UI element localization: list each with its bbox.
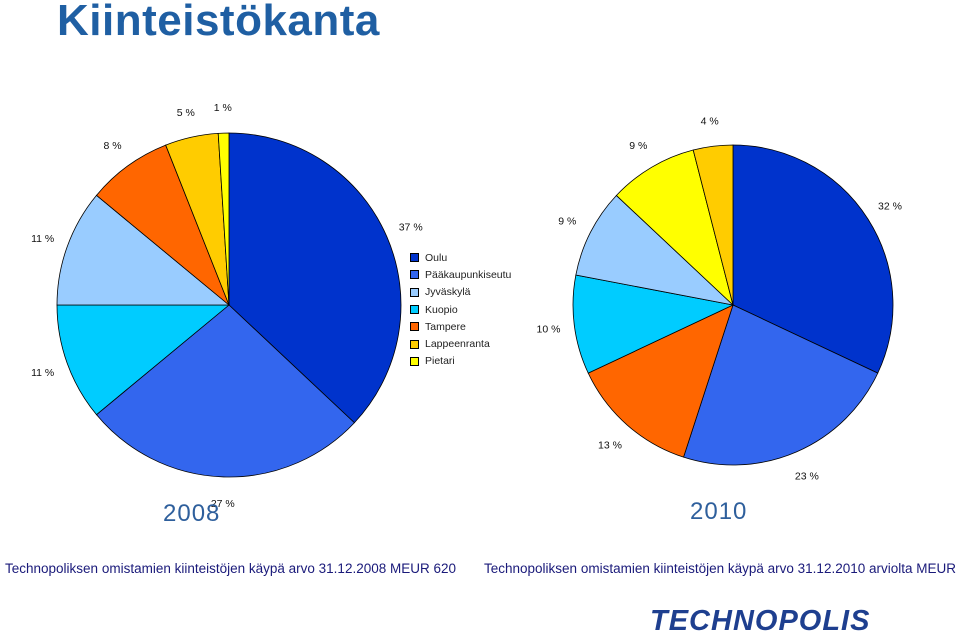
legend-swatch bbox=[410, 305, 419, 315]
slice-label-2010-oulu: 32 % bbox=[878, 200, 902, 212]
pie-slice-2010-jyvaskyla bbox=[575, 194, 735, 306]
chart-title-2010: 2010 bbox=[690, 498, 748, 525]
pie-charts: 37 % 27 % 11 % 11 % 8 % 5 % 1 % 32 % 23 % 13 % 10 … bbox=[31, 102, 902, 510]
legend-swatch bbox=[410, 322, 419, 332]
pie-slice-2010-kuopio bbox=[572, 274, 735, 374]
legend-label: Pääkaupunkiseutu bbox=[425, 268, 512, 281]
legend-item-pietari: Pietari bbox=[410, 353, 511, 370]
slice-label-2008-kuopio: 11 % bbox=[31, 367, 54, 379]
pie-slice-2008-pietari bbox=[217, 132, 230, 306]
legend-item-jyvaskyla: Jyväskylä bbox=[410, 284, 511, 301]
slice-label-2008-paakaupunkiseutu: 27 % bbox=[211, 498, 235, 510]
pie-slice-2008-kuopio bbox=[56, 304, 231, 416]
legend-item-kuopio: Kuopio bbox=[410, 301, 511, 318]
slice-label-2008-lappeenranta: 5 % bbox=[177, 107, 195, 119]
slice-label-2008-oulu: 37 % bbox=[399, 221, 423, 233]
legend-item-paakaupunkiseutu: Pääkaupunkiseutu bbox=[410, 266, 511, 283]
legend: Oulu Pääkaupunkiseutu Jyväskylä Kuopio T… bbox=[410, 249, 511, 370]
slice-label-2008-jyvaskyla: 11 % bbox=[31, 233, 54, 245]
legend-label: Jyväskylä bbox=[425, 286, 471, 299]
slice-label-2010-lappeenranta: 4 % bbox=[701, 116, 719, 128]
legend-swatch bbox=[410, 356, 419, 366]
pie-slice-2010-pietari bbox=[615, 149, 734, 307]
slice-label-2010-kuopio: 10 % bbox=[537, 323, 561, 335]
slice-label-2008-pietari: 1 % bbox=[214, 102, 232, 114]
pie-slice-2008-paakaupunkiseutu bbox=[95, 304, 355, 478]
page-title: Kiinteistökanta bbox=[57, 0, 380, 45]
caption-2010: Technopoliksen omistamien kiinteistöjen … bbox=[484, 561, 960, 576]
slice-label-2010-jyvaskyla: 9 % bbox=[558, 216, 576, 228]
legend-label: Oulu bbox=[425, 251, 448, 264]
legend-swatch bbox=[410, 339, 419, 349]
chart-title-2008: 2008 bbox=[163, 500, 221, 527]
legend-item-lappeenranta: Lappeenranta bbox=[410, 335, 511, 352]
slice-label-2010-pietari: 9 % bbox=[629, 140, 647, 152]
legend-item-oulu: Oulu bbox=[410, 249, 511, 266]
legend-swatch bbox=[410, 253, 419, 263]
legend-swatch bbox=[410, 270, 419, 280]
slice-label-2008-tampere: 8 % bbox=[104, 140, 122, 152]
slice-label-2010-paakaupunkiseutu: 23 % bbox=[795, 471, 819, 483]
legend-label: Lappeenranta bbox=[425, 338, 490, 351]
pie-slice-2010-paakaupunkiseutu bbox=[683, 304, 879, 466]
pie-slice-2008-jyvaskyla bbox=[56, 194, 231, 306]
legend-label: Tampere bbox=[425, 320, 466, 333]
technopolis-logo: TECHNOPOLIS bbox=[650, 605, 871, 637]
pie-slice-2010-tampere bbox=[587, 304, 734, 458]
pie-slice-2008-oulu bbox=[228, 132, 402, 424]
legend-label: Pietari bbox=[425, 355, 455, 368]
caption-2008: Technopoliksen omistamien kiinteistöjen … bbox=[5, 561, 457, 576]
pie-slice-2010-lappeenranta bbox=[692, 144, 734, 306]
legend-label: Kuopio bbox=[425, 303, 458, 316]
pie-slice-2010-oulu bbox=[732, 144, 894, 374]
slice-label-2010-tampere: 13 % bbox=[598, 440, 622, 452]
legend-item-tampere: Tampere bbox=[410, 318, 511, 335]
legend-swatch bbox=[410, 287, 419, 297]
